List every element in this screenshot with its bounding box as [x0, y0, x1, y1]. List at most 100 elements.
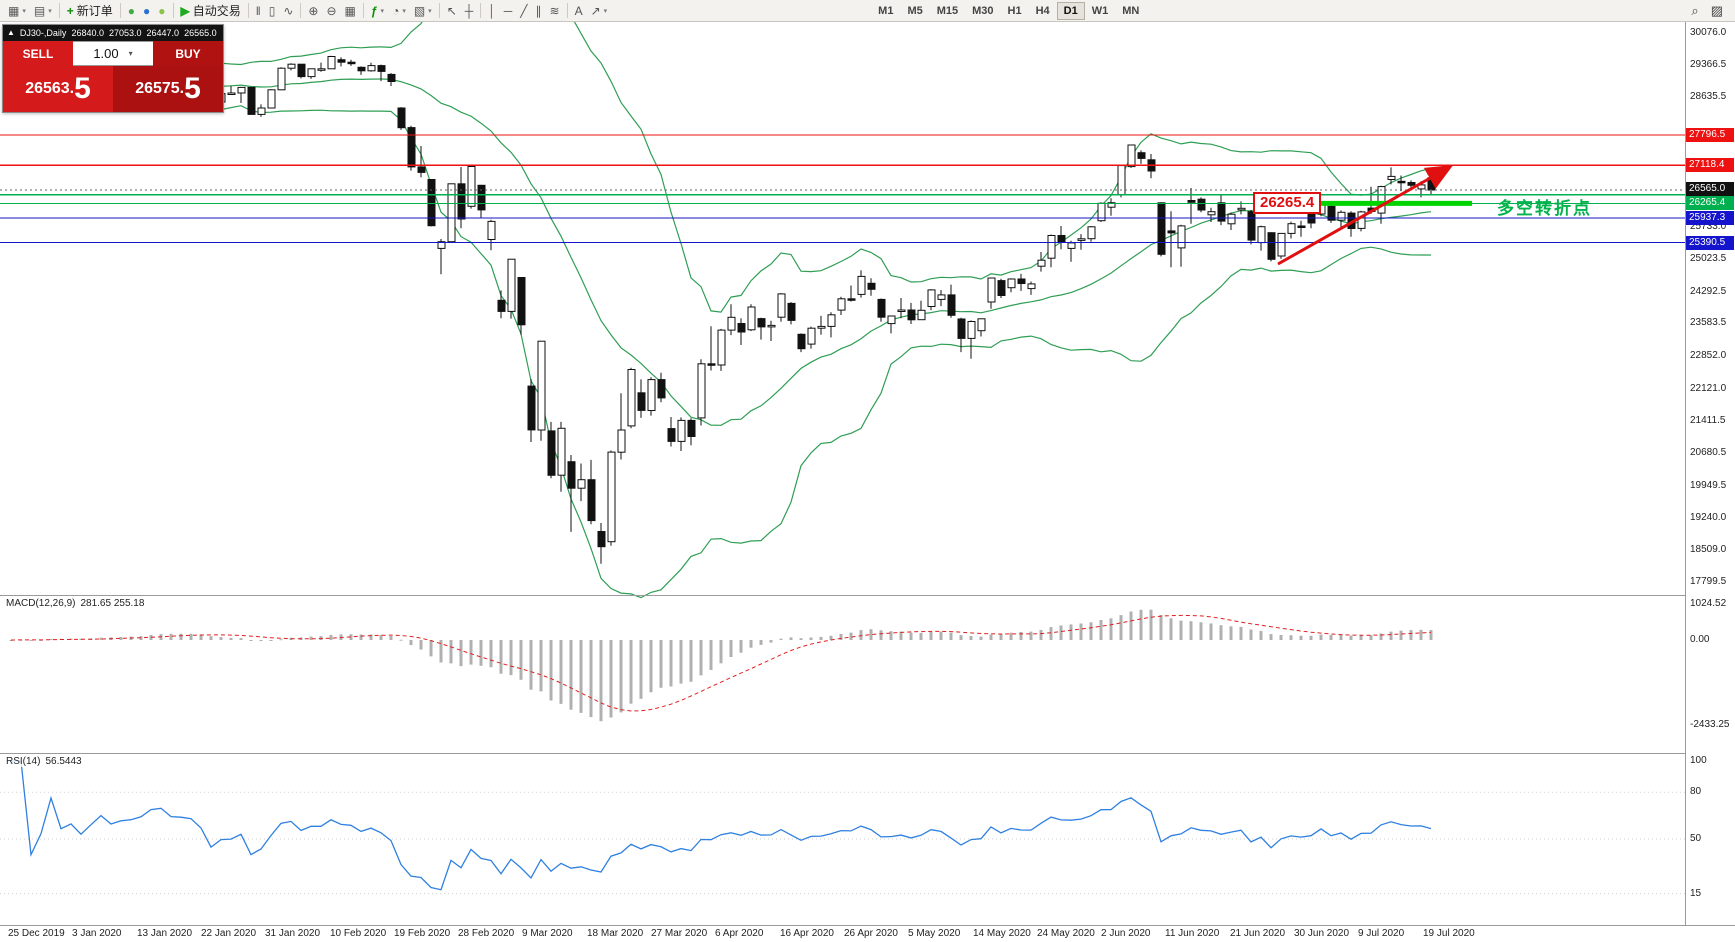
price-tick: 22852.0 [1690, 350, 1727, 361]
price-callout-box[interactable]: 26265.4 [1253, 192, 1322, 214]
macd-bar [489, 640, 493, 668]
macd-bar [1279, 635, 1283, 640]
trendline-button[interactable]: ╱ [516, 4, 531, 18]
text-label-icon: A [574, 3, 583, 18]
buy-price[interactable]: 26575. 5 [113, 66, 223, 112]
buy-button[interactable]: BUY [153, 41, 223, 66]
fibonacci-icon: ≋ [549, 3, 560, 18]
volume-value: 1.00 [93, 46, 119, 61]
sell-price[interactable]: 26563. 5 [3, 66, 113, 112]
fibonacci-button[interactable]: ≋ [546, 4, 564, 18]
templates-dropdown-icon[interactable]: ▾ [428, 7, 432, 15]
timeframe-d1[interactable]: D1 [1056, 1, 1085, 20]
macd-bar [1329, 634, 1333, 640]
templates-button[interactable]: ▧ ▾ [410, 4, 436, 18]
macd-bar [429, 640, 433, 657]
horizontal-line-icon: ─ [503, 3, 513, 18]
macd-bar [479, 640, 483, 666]
crosshair-button[interactable]: ┼ [461, 4, 478, 18]
volume-input[interactable]: 1.00 ▾ [73, 41, 153, 66]
new-chart-button[interactable]: ▦ ▾ [4, 4, 30, 18]
vertical-line-button[interactable]: │ [484, 4, 500, 18]
tile-windows-button[interactable]: ▦ [341, 4, 360, 18]
macd-bar [619, 640, 623, 713]
cursor-icon: ↖ [446, 3, 457, 18]
pivot-annotation-text[interactable]: 多空转折点 [1497, 199, 1592, 218]
new-chart-dropdown-icon[interactable]: ▾ [22, 7, 26, 15]
date-tick: 2 Jun 2020 [1101, 928, 1151, 939]
bar-open-value: 26840.0 [71, 28, 104, 38]
price-tick: 28635.5 [1690, 91, 1727, 102]
bar-chart-button[interactable]: ‖ [252, 4, 265, 18]
bar-close-value: 26565.0 [184, 28, 217, 38]
timeframe-m30[interactable]: M30 [972, 4, 994, 17]
toolbar-buttons: ▦ ▾ ▤ ▾ + 新订单 ● ● ● ▶ 自动交易 ‖ ▯ ∿ ⊕ ⊖ ▦ ƒ ▾ ◔ ▾ ▧ ▾ ↖ ┼ │ ─ ╱ ∥ ≋ A ↗ ▾ [4, 0, 611, 21]
price-tick: 18509.0 [1690, 544, 1727, 555]
periods-icon: ◔ [392, 3, 400, 18]
sell-button[interactable]: SELL [3, 41, 73, 66]
new-order-button[interactable]: + 新订单 [63, 1, 117, 20]
price-axis[interactable]: 30076.0 29366.5 28635.5 25733.0 25023.5 24292… [1686, 22, 1735, 925]
macd-bar [629, 640, 633, 704]
zoom-in-button[interactable]: ⊕ [304, 4, 322, 18]
timeframe-mn[interactable]: MN [1122, 4, 1140, 17]
navigator-button[interactable]: ● [154, 4, 169, 18]
indicators-button[interactable]: ƒ ▾ [367, 4, 388, 18]
cursor-button[interactable]: ↖ [443, 4, 461, 18]
price-tick: 21411.5 [1690, 415, 1726, 426]
periods-button[interactable]: ◔ ▾ [388, 4, 410, 18]
search-icon[interactable]: ⌕ [1691, 3, 1699, 18]
macd-bar [189, 633, 193, 640]
macd-bar [1219, 625, 1223, 640]
buy-price-big-digit: 5 [184, 72, 201, 106]
macd-bar [349, 634, 353, 640]
date-tick: 24 May 2020 [1037, 928, 1095, 939]
date-axis[interactable]: 25 Dec 2019 3 Jan 2020 13 Jan 2020 22 Jan 2… [0, 926, 1685, 942]
profiles-button[interactable]: ▤ ▾ [30, 4, 56, 18]
chart-window[interactable]: 30076.0 29366.5 28635.5 25733.0 25023.5 24292… [0, 22, 1735, 942]
macd-bar [279, 639, 283, 641]
arrows-dropdown-icon[interactable]: ▾ [603, 7, 608, 15]
arrows-button[interactable]: ↗ ▾ [587, 4, 612, 18]
macd-bar [1199, 622, 1203, 640]
macd-bar [1369, 635, 1373, 640]
rsi-panel-graphics [0, 760, 1685, 895]
macd-bar [1019, 632, 1023, 640]
indicators-dropdown-icon[interactable]: ▾ [380, 7, 385, 15]
data-window-button[interactable]: ● [139, 4, 154, 18]
new-order-icon: + [66, 3, 74, 18]
timeframe-h1[interactable]: H1 [1007, 4, 1022, 17]
line-chart-button[interactable]: ∿ [279, 4, 297, 18]
timeframe-m5[interactable]: M5 [907, 4, 923, 17]
timeframe-w1[interactable]: W1 [1091, 4, 1109, 17]
chart-profile-icon[interactable]: ▨ [1710, 3, 1723, 18]
price-label-27118.4: 27118.4 [1686, 158, 1734, 172]
timeframe-h4[interactable]: H4 [1035, 4, 1050, 17]
panel-collapse-arrow-icon[interactable]: ▲ [7, 28, 15, 37]
zoom-out-button[interactable]: ⊖ [322, 4, 340, 18]
equidistant-channel-button[interactable]: ∥ [532, 4, 546, 18]
autotrading-button[interactable]: ▶ 自动交易 [177, 1, 245, 20]
macd-bar [1099, 620, 1103, 640]
timeframe-m15[interactable]: M15 [936, 4, 959, 17]
profiles-dropdown-icon[interactable]: ▾ [48, 7, 52, 15]
date-tick: 25 Dec 2019 [8, 928, 65, 939]
profiles-icon: ▤ [33, 3, 46, 18]
macd-bar [539, 640, 543, 692]
horizontal-line-button[interactable]: ─ [500, 4, 517, 18]
market-watch-button[interactable]: ● [124, 4, 139, 18]
periods-dropdown-icon[interactable]: ▾ [402, 7, 406, 15]
macd-bar [919, 632, 923, 640]
text-label-button[interactable]: A [571, 4, 587, 18]
macd-bar [849, 632, 853, 640]
volume-dropdown-icon[interactable]: ▾ [128, 49, 133, 58]
macd-bar [879, 630, 883, 640]
rsi-panel-separator[interactable] [0, 753, 1735, 754]
price-tick: 25023.5 [1690, 253, 1727, 264]
candlestick-chart-button[interactable]: ▯ [265, 4, 280, 18]
macd-panel-separator[interactable] [0, 595, 1735, 596]
trend-arrow[interactable] [1277, 165, 1454, 266]
price-chart-canvas [0, 22, 1685, 895]
macd-bar [759, 640, 763, 645]
timeframe-m1[interactable]: M1 [878, 4, 894, 17]
